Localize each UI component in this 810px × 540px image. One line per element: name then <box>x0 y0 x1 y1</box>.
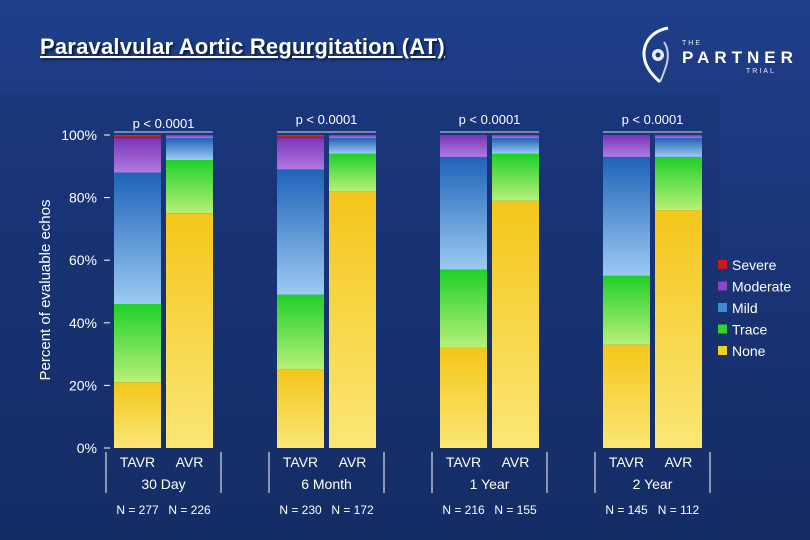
logo-trial: TRIAL <box>746 68 776 75</box>
group-label: 2 Year <box>633 476 673 492</box>
bar-segment-mild <box>114 172 161 305</box>
bar-segment-none <box>440 347 487 448</box>
y-tick-label: 80% <box>69 190 97 206</box>
partner-trial-logo: THE PARTNER TRIAL <box>636 22 796 92</box>
bar-n-label: N = 230 <box>279 503 322 517</box>
bar-category-label: TAVR <box>609 454 644 470</box>
p-value-label: p < 0.0001 <box>459 112 521 127</box>
legend-label-none: None <box>732 343 766 359</box>
bar-category-label: AVR <box>665 454 693 470</box>
bar-n-label: N = 216 <box>442 503 485 517</box>
bar-category-label: AVR <box>502 454 530 470</box>
p-value-label: p < 0.0001 <box>133 116 195 131</box>
bar-segment-mild <box>603 156 650 276</box>
bar-segment-none <box>277 369 324 448</box>
bar-category-label: TAVR <box>283 454 318 470</box>
legend-swatch-severe <box>718 260 727 269</box>
bar-segment-none <box>114 382 161 448</box>
logo-the: THE <box>682 40 702 47</box>
heart-ribbon-icon <box>642 26 669 84</box>
group-label: 30 Day <box>141 476 185 492</box>
bar-segment-trace <box>329 153 376 192</box>
group-label: 1 Year <box>470 476 510 492</box>
y-tick-label: 60% <box>69 252 97 268</box>
bar-segment-mild <box>440 156 487 270</box>
p-value-label: p < 0.0001 <box>296 112 358 127</box>
bar-category-label: AVR <box>176 454 204 470</box>
bar-segment-mild <box>277 169 324 295</box>
y-tick-label: 20% <box>69 377 97 393</box>
bar-segment-trace <box>655 156 702 211</box>
bar-segment-none <box>166 213 213 448</box>
bar-n-label: N = 277 <box>116 503 159 517</box>
bar-segment-trace <box>114 304 161 383</box>
bar-segment-moderate <box>440 135 487 157</box>
bar-segment-trace <box>440 269 487 348</box>
bar-segment-mild <box>492 138 539 154</box>
bar-segment-none <box>603 344 650 448</box>
bar-segment-moderate <box>277 138 324 170</box>
bar-n-label: N = 155 <box>494 503 537 517</box>
bar-n-label: N = 172 <box>331 503 374 517</box>
bar-segment-trace <box>277 294 324 370</box>
bar-n-label: N = 145 <box>605 503 648 517</box>
y-axis-title: Percent of evaluable echos <box>37 200 54 381</box>
y-tick-label: 100% <box>61 127 97 143</box>
bar-segment-moderate <box>492 135 539 139</box>
bar-n-label: N = 226 <box>168 503 211 517</box>
bar-segment-none <box>655 210 702 448</box>
bar-category-label: AVR <box>339 454 367 470</box>
bar-segment-mild <box>655 138 702 157</box>
legend-swatch-none <box>718 346 727 355</box>
legend-swatch-mild <box>718 303 727 312</box>
group-label: 6 Month <box>301 476 352 492</box>
legend-swatch-moderate <box>718 281 727 291</box>
bar-segment-trace <box>492 153 539 201</box>
bar-segment-moderate <box>603 135 650 157</box>
bar-segment-severe <box>277 135 324 139</box>
bar-segment-moderate <box>166 135 213 139</box>
bar-segment-trace <box>166 160 213 214</box>
slide-title: Paravalvular Aortic Regurgitation (AT) <box>40 34 445 59</box>
bar-category-label: TAVR <box>120 454 155 470</box>
bar-segment-trace <box>603 275 650 345</box>
bar-segment-mild <box>329 138 376 154</box>
bar-segment-none <box>329 191 376 448</box>
legend-swatch-trace <box>718 324 727 334</box>
bar-segment-none <box>492 200 539 448</box>
legend-label-moderate: Moderate <box>732 279 791 295</box>
bar-segment-severe <box>114 135 161 139</box>
p-value-label: p < 0.0001 <box>622 112 684 127</box>
y-tick-label: 0% <box>77 440 97 456</box>
logo-partner: PARTNER <box>682 48 798 67</box>
legend-label-mild: Mild <box>732 300 758 316</box>
legend-label-trace: Trace <box>732 322 767 338</box>
bar-category-label: TAVR <box>446 454 481 470</box>
bar-n-label: N = 112 <box>658 503 700 517</box>
bar-segment-mild <box>166 138 213 161</box>
bar-segment-moderate <box>329 135 376 139</box>
y-tick-label: 40% <box>69 315 97 331</box>
legend-label-severe: Severe <box>732 257 777 273</box>
bar-segment-moderate <box>655 135 702 139</box>
bar-segment-moderate <box>114 138 161 173</box>
